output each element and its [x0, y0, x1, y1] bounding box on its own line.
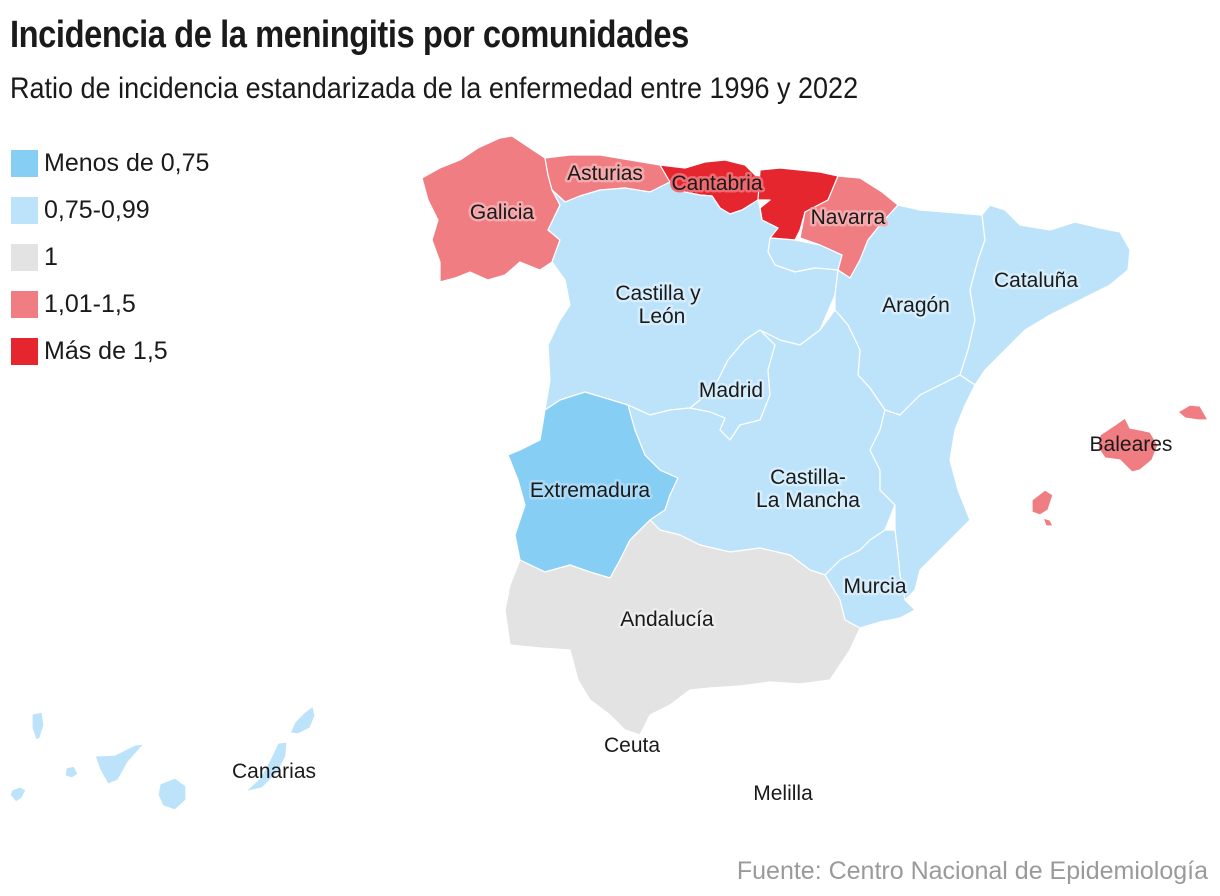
legend-swatch: [11, 244, 38, 271]
label-canarias: Canarias: [232, 760, 316, 783]
legend-swatch: [11, 338, 38, 365]
legend-swatch: [11, 291, 38, 318]
label-melilla: Melilla: [753, 782, 813, 805]
legend-swatch: [11, 197, 38, 224]
region-cataluna[interactable]: [959, 204, 1131, 386]
region-canarias-gran-canaria[interactable]: [157, 777, 187, 811]
label-galicia: Galicia: [470, 201, 535, 224]
legend-label: Más de 1,5: [44, 337, 168, 365]
legend-swatch: [11, 150, 38, 177]
region-canarias-el-hierro[interactable]: [9, 786, 27, 803]
legend-label: 0,75-0,99: [44, 196, 150, 224]
label-castilla-la-mancha-line1: Castilla-: [770, 466, 846, 489]
label-navarra: Navarra: [811, 206, 886, 229]
legend-item-101-15: 1,01-1,5: [11, 281, 209, 328]
region-andalucia[interactable]: [504, 519, 861, 736]
region-canarias-lanzarote[interactable]: [289, 705, 316, 735]
legend-item-gt15: Más de 1,5: [11, 328, 209, 375]
chart-subtitle: Ratio de incidencia estandarizada de la …: [10, 72, 859, 105]
label-castilla-la-mancha-line2: La Mancha: [756, 489, 860, 512]
legend-label: Menos de 0,75: [44, 149, 210, 177]
label-aragon: Aragón: [882, 294, 950, 317]
label-castilla-leon-line2: León: [639, 305, 686, 328]
label-madrid: Madrid: [699, 379, 763, 402]
region-baleares-menorca[interactable]: [1177, 404, 1209, 421]
chart-title: Incidencia de la meningitis por comunida…: [10, 14, 689, 56]
region-pais-vasco[interactable]: [757, 167, 839, 241]
label-cataluna: Cataluña: [994, 269, 1078, 292]
legend-item-lt075: Menos de 0,75: [11, 140, 209, 187]
legend: Menos de 0,75 0,75-0,99 1 1,01-1,5 Más d…: [11, 140, 209, 375]
label-ceuta: Ceuta: [604, 734, 660, 757]
legend-item-075-099: 0,75-0,99: [11, 187, 209, 234]
legend-item-eq1: 1: [11, 234, 209, 281]
label-castilla-leon-line1: Castilla y: [615, 282, 701, 305]
region-canarias-la-gomera[interactable]: [64, 765, 79, 779]
region-valenciana[interactable]: [869, 374, 976, 601]
label-baleares: Baleares: [1090, 433, 1173, 456]
label-asturias: Asturias: [567, 162, 643, 185]
label-murcia: Murcia: [843, 575, 906, 598]
region-canarias-fuerteventura[interactable]: [244, 741, 288, 793]
region-canarias-tenerife[interactable]: [94, 743, 145, 785]
region-canarias-la-palma[interactable]: [31, 711, 45, 741]
region-baleares-ibiza[interactable]: [1031, 489, 1054, 516]
label-cantabria: Cantabria: [671, 172, 762, 195]
region-baleares-formentera[interactable]: [1042, 517, 1054, 527]
label-extremadura: Extremadura: [530, 479, 651, 502]
legend-label: 1,01-1,5: [44, 290, 136, 318]
label-andalucia: Andalucía: [620, 608, 714, 631]
source-note: Fuente: Centro Nacional de Epidemiología: [736, 857, 1208, 885]
region-baleares-mallorca[interactable]: [1097, 417, 1159, 473]
legend-label: 1: [44, 243, 58, 271]
